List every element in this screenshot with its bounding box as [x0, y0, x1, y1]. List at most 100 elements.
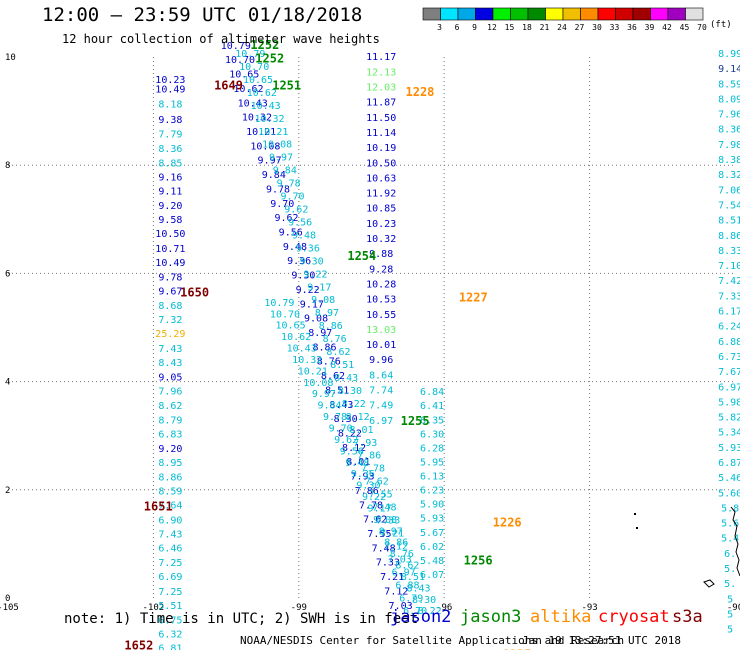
x-tick-label: -99	[291, 603, 307, 613]
x-tick-label: -90	[727, 603, 740, 613]
track-point-label: 8.22	[338, 429, 362, 440]
track-point-label: 9.78	[266, 184, 290, 195]
track-point-label: 8.51	[401, 572, 425, 583]
track-point-label: 10.43	[251, 101, 281, 112]
wave-height-label: 10.50	[155, 229, 185, 240]
wave-height-label: 7.64	[158, 501, 182, 512]
track-point-label: 7.12	[384, 586, 408, 597]
color-scale: 3 6 9 12 15 18 21 24 27 30 33 36 39 42 45 70	[422, 7, 707, 32]
colorbar-label: 9	[472, 23, 477, 32]
wave-height-label: 11.17	[366, 52, 396, 63]
track-point-label: 10.65	[275, 321, 305, 332]
colorbar-label: 24	[557, 23, 567, 32]
colorbar-swatch	[562, 7, 581, 21]
track-point-label: 7.48	[372, 503, 396, 514]
wave-height-label: 12.13	[366, 67, 396, 78]
track-point-label: 9.70	[270, 199, 294, 210]
wave-height-label: 6.24	[718, 322, 740, 333]
time-label: 1651	[144, 499, 173, 513]
colorbar-label: 21	[540, 23, 550, 32]
wave-height-label: 9.05	[158, 373, 182, 384]
track-point-label: 9.17	[368, 503, 392, 514]
chart-subtitle: 12 hour collection of altimeter wave hei…	[62, 32, 380, 46]
colorbar-label: 12	[487, 23, 497, 32]
wave-height-label: 7.74	[369, 386, 393, 397]
colorbar-swatch	[597, 7, 616, 21]
wave-height-label: 8.18	[158, 99, 182, 110]
island-shape	[703, 579, 715, 588]
track-point-label: 8.86	[384, 538, 408, 549]
wave-height-label: 8.79	[158, 415, 182, 426]
wave-height-label: 5.82	[718, 413, 740, 424]
wave-height-label: 5.46	[718, 473, 740, 484]
x-tick-label: -102	[143, 603, 165, 613]
x-tick-label: -96	[436, 603, 452, 613]
track-point-label: 10.70	[239, 62, 269, 73]
track-point-label: 9.08	[373, 515, 397, 526]
wave-height-label: 6.75	[158, 615, 182, 626]
wave-height-label: 5.	[724, 579, 736, 590]
wave-height-label: 5.93	[420, 514, 444, 525]
wave-height-label: 9.11	[158, 186, 182, 197]
colorbar-label: 3	[437, 23, 442, 32]
wave-height-label: 8.32	[718, 170, 740, 181]
track-point-label: 9.62	[274, 213, 298, 224]
wave-height-label: 10.71	[155, 244, 185, 255]
wave-height-label: 8.86	[158, 473, 182, 484]
track-point-label: 8.43	[329, 400, 353, 411]
track-point-label: 8.76	[317, 357, 341, 368]
track-point-label: 10.08	[303, 378, 333, 389]
track-point-label: 9.84	[317, 401, 341, 412]
wave-height-label: 5.8	[721, 503, 739, 514]
y-tick-label: 10	[5, 53, 16, 63]
wave-height-label: 5.34	[718, 428, 740, 439]
wave-height-label: 7.33	[718, 291, 740, 302]
track-point-label: 8.01	[346, 457, 370, 468]
wave-height-label: 6.35	[420, 415, 444, 426]
wave-height-label: 6.97	[369, 416, 393, 427]
wave-height-label: 10.53	[366, 295, 396, 306]
wave-height-label: 5.6	[721, 519, 739, 530]
track-point-label: 9.97	[312, 389, 336, 400]
track-point-label: 7.21	[380, 528, 404, 539]
wave-height-label: 6.17	[718, 307, 740, 318]
wave-height-label: 6.41	[420, 401, 444, 412]
track-point-label: 10.65	[229, 70, 259, 81]
y-tick-label: 6	[5, 269, 10, 279]
track-point-label: 10.62	[247, 88, 277, 99]
track-point-label: 9.84	[262, 170, 286, 181]
colorbar-label: 6	[455, 23, 460, 32]
y-tick-label: 8	[5, 161, 10, 171]
track-point-label: 10.08	[250, 141, 280, 152]
y-axis-ticks: 0 2 4 6 8 10	[5, 53, 16, 604]
track-point-label: 9.48	[283, 242, 307, 253]
colorbar-label: 45	[680, 23, 690, 32]
track-point-label: 7.55	[367, 529, 391, 540]
track-point-label: 7.12	[384, 541, 408, 552]
x-tick-label: -93	[581, 603, 597, 613]
wave-height-label: 7.43	[158, 344, 182, 355]
track-point-label: 9.70	[280, 192, 304, 203]
track-point-label: 9.78	[323, 412, 347, 423]
colorbar-label: 42	[662, 23, 672, 32]
colorbar-label: 70	[697, 23, 707, 32]
y-tick-label: 0	[5, 594, 10, 604]
colorbar-swatch	[667, 7, 686, 21]
wave-height-label: 25.29	[155, 329, 185, 340]
track-point-label: 10.79	[235, 49, 265, 60]
wave-height-label: 10.28	[366, 279, 396, 290]
time-label: 1650	[180, 286, 209, 300]
track-point-label: 10.70	[270, 309, 300, 320]
colorbar-swatch	[545, 7, 564, 21]
track-point-label: 8.43	[334, 373, 358, 384]
wave-height-label: 8.38	[718, 155, 740, 166]
track-point-label: 9.08	[311, 295, 335, 306]
wave-height-label: 6.83	[158, 429, 182, 440]
wave-height-label: 11.87	[366, 98, 396, 109]
wave-height-label: 9.14	[718, 64, 740, 75]
track-point-label: 9.56	[279, 228, 303, 239]
footer-credit: NOAA/NESDIS Center for Satellite Applica…	[240, 634, 625, 647]
colorbar-swatch	[492, 7, 511, 21]
